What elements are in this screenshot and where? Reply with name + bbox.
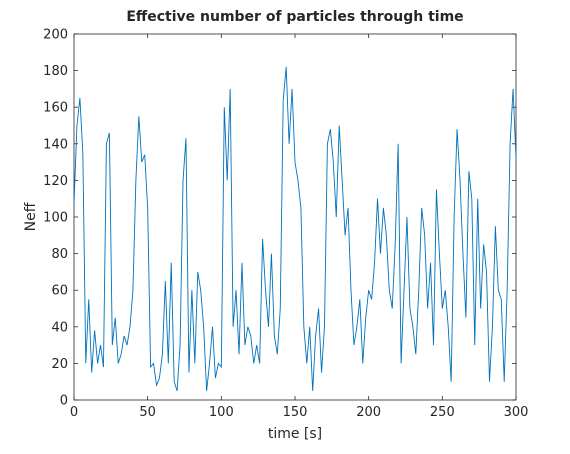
y-tick-label: 100 bbox=[43, 211, 68, 226]
x-tick-label: 250 bbox=[430, 405, 455, 420]
y-tick-label: 160 bbox=[43, 101, 68, 116]
x-tick-label: 0 bbox=[70, 405, 78, 420]
y-tick-label: 140 bbox=[43, 137, 68, 152]
y-tick-label: 120 bbox=[43, 174, 68, 189]
x-tick-label: 300 bbox=[504, 405, 529, 420]
y-tick-label: 80 bbox=[51, 247, 68, 262]
x-tick-label: 100 bbox=[209, 405, 234, 420]
x-tick-label: 150 bbox=[283, 405, 308, 420]
plot-box bbox=[73, 33, 517, 401]
y-tick-label: 40 bbox=[51, 320, 68, 335]
x-axis-label: time [s] bbox=[268, 426, 322, 442]
y-tick-label: 60 bbox=[51, 284, 68, 299]
y-axis-label: Neff bbox=[23, 202, 39, 231]
chart-title: Effective number of particles through ti… bbox=[126, 9, 463, 25]
y-tick-label: 200 bbox=[43, 28, 68, 43]
x-tick-label: 200 bbox=[356, 405, 381, 420]
y-tick-label: 20 bbox=[51, 357, 68, 372]
y-tick-label: 0 bbox=[60, 394, 68, 409]
x-tick-label: 50 bbox=[139, 405, 156, 420]
y-tick-label: 180 bbox=[43, 64, 68, 79]
data-line bbox=[73, 66, 517, 391]
